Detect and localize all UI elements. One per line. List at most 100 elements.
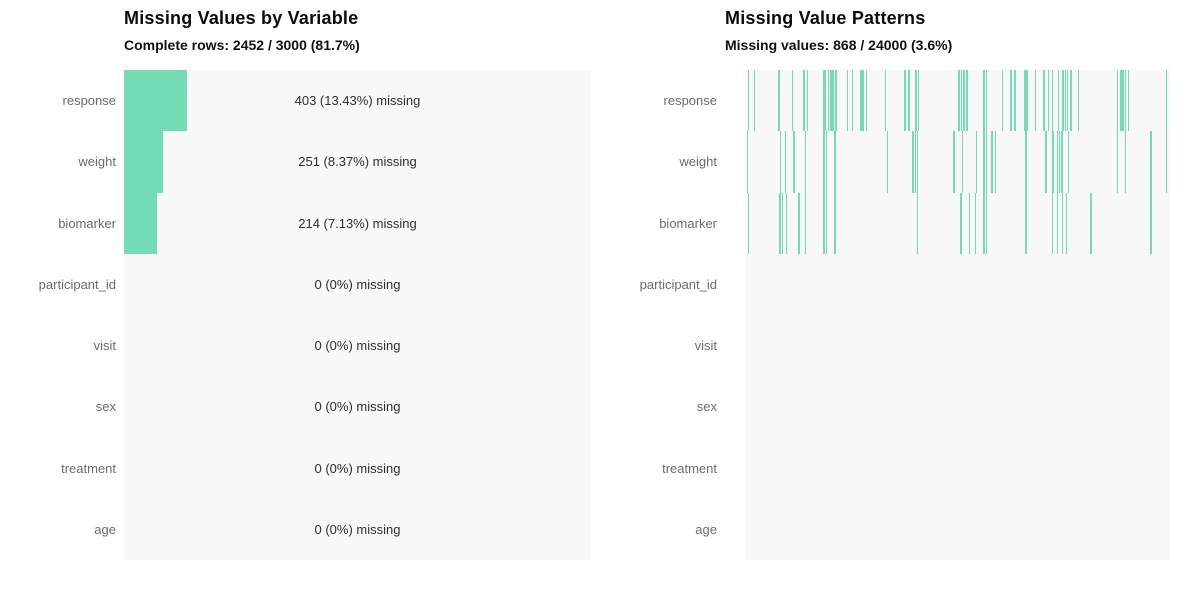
missing-tick-weight [804,131,806,193]
missing-tick-response [803,70,805,132]
missing-tick-biomarker [781,192,784,254]
missing-tick-response [908,70,910,132]
missing-tick-response [1010,70,1012,132]
missing-tick-response [960,70,963,132]
missing-tick-response [835,70,837,132]
missing-tick-response [1124,70,1127,132]
missing-tick-weight [912,131,914,193]
missing-tick-response [1043,70,1045,132]
missing-tick-response [966,70,968,132]
missing-tick-response [1066,70,1069,132]
missing-tick-weight [1025,131,1027,193]
missing-tick-response [985,70,988,132]
missing-tick-weight [953,131,955,193]
missing-tick-biomarker [1051,192,1054,254]
pattern-row-label: age [695,521,717,537]
missing-tick-biomarker [985,192,988,254]
missing-tick-biomarker [968,192,971,254]
missing-tick-weight [983,131,985,193]
missing-tick-biomarker [916,192,919,254]
bar-chart-y-axis-labels: response weight biomarker participant_id vis… [0,70,116,560]
missing-tick-response [827,70,830,132]
missing-tick-biomarker [823,192,825,254]
missing-tick-response [1120,70,1122,132]
missing-tick-response [753,70,755,132]
missing-annotation-visit: 0 (0%) missing [314,338,401,354]
pattern-chart-y-axis-labels: response weight biomarker participant_id vis… [600,70,717,560]
missing-tick-biomarker [1150,192,1152,254]
missing-tick-weight [779,131,782,193]
pattern-row-label: treatment [662,460,717,476]
missing-tick-response [1116,70,1119,132]
missing-tick-weight [1045,131,1047,193]
missing-tick-biomarker [834,192,836,254]
bar-row-label: sex [95,399,116,415]
missing-tick-weight [961,131,964,193]
missing-tick-response [1077,70,1080,132]
missing-bar-biomarker [124,192,158,254]
missing-tick-response [860,70,862,132]
missing-tick-response [823,70,825,132]
missing-tick-weight [1052,131,1054,193]
missing-tick-response [778,70,780,132]
missing-tick-response [1051,70,1054,132]
missing-tick-weight [825,131,828,193]
pattern-row-label: weight [679,154,717,170]
missing-tick-weight [1056,131,1059,193]
missing-tick-weight [1061,131,1063,193]
missing-tick-biomarker [1025,192,1027,254]
missing-annotation-age: 0 (0%) missing [314,521,401,537]
missing-tick-weight [975,131,978,193]
missing-tick-response [963,70,965,132]
missing-tick-response [1057,70,1060,132]
missing-tick-weight [793,131,795,193]
pattern-chart-title: Missing Value Patterns [725,8,926,28]
missing-tick-biomarker [804,192,806,254]
missing-tick-response [865,70,868,132]
pattern-chart-subtitle: Missing values: 868 / 24000 (3.6%) [725,37,953,53]
bar-row-label: visit [93,338,116,354]
missing-tick-response [1034,70,1037,132]
missing-tick-weight [1124,131,1127,193]
missing-tick-response [1070,70,1072,132]
missing-tick-biomarker [1090,192,1092,254]
missing-tick-biomarker [825,192,828,254]
missing-tick-biomarker [798,192,800,254]
pattern-row-label: sex [696,399,717,415]
bar-row-label: age [94,521,116,537]
missing-tick-response [1014,70,1016,132]
missing-tick-weight [991,131,993,193]
missing-tick-response [830,70,832,132]
missing-tick-response [846,70,849,132]
missing-tick-response [904,70,906,132]
bar-chart-plot-area: 403 (13.43%) missing 251 (8.37%) missing 2… [124,70,591,560]
missing-tick-response [862,70,864,132]
missing-bar-weight [124,131,164,193]
missing-tick-response [884,70,887,132]
missing-tick-response [983,70,985,132]
missing-annotation-weight: 251 (8.37%) missing [298,154,417,170]
missing-tick-response [917,70,920,132]
missing-tick-response [1047,70,1050,132]
bar-chart-title: Missing Values by Variable [124,8,359,28]
missing-tick-response [1122,70,1124,132]
missing-annotation-treatment: 0 (0%) missing [314,460,401,476]
missing-tick-response [958,70,960,132]
missing-tick-weight [1058,131,1061,193]
missing-tick-biomarker [983,192,985,254]
missing-tick-response [1001,70,1004,132]
missing-tick-weight [823,131,825,193]
missing-tick-weight [916,131,919,193]
missing-annotation-sex: 0 (0%) missing [314,399,401,415]
missing-tick-weight [1150,131,1152,193]
missing-tick-response [1026,70,1028,132]
missing-tick-biomarker [779,192,781,254]
missing-annotation-biomarker: 214 (7.13%) missing [298,215,417,231]
missing-tick-biomarker [785,192,788,254]
missing-bar-response [124,70,187,132]
missing-tick-response [824,70,827,132]
bar-row-label: treatment [61,460,116,476]
bar-row-label: response [62,93,116,109]
missing-tick-response [1127,70,1129,132]
